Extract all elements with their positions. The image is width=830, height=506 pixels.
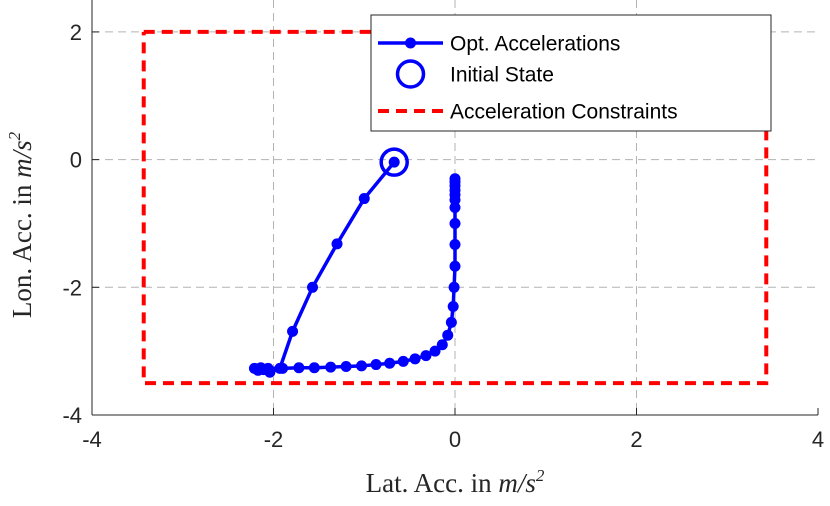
legend-label: Initial State xyxy=(450,64,554,87)
opt-accelerations-point xyxy=(262,362,274,374)
x-tick-label: -4 xyxy=(82,427,102,452)
tick-labels: -4 -2 0 2 4 -4 -2 0 2 xyxy=(62,20,824,452)
opt-accelerations-point xyxy=(277,362,289,374)
legend-entry-initial-state: Initial State xyxy=(395,59,554,89)
opt-accelerations-point xyxy=(308,362,320,374)
opt-accelerations-point xyxy=(397,355,409,367)
opt-accelerations-point xyxy=(449,239,461,251)
opt-accelerations-point xyxy=(409,353,421,365)
opt-accelerations-point xyxy=(449,260,461,272)
y-axis-label: Lon. Acc. in m/s2 xyxy=(5,131,37,318)
opt-accelerations-point xyxy=(449,202,461,213)
legend-label: Opt. Accelerations xyxy=(450,33,620,56)
opt-accelerations-point xyxy=(293,362,305,374)
opt-accelerations-point xyxy=(449,173,461,185)
opt-accelerations-point xyxy=(442,329,454,341)
x-tick-label: 0 xyxy=(449,427,461,452)
y-tick-label: -2 xyxy=(62,275,82,300)
initial-state-marker xyxy=(379,147,409,177)
opt-accelerations-line xyxy=(252,161,457,374)
y-tick-label: -4 xyxy=(62,403,82,428)
opt-accelerations-point xyxy=(331,238,343,250)
opt-accelerations-point xyxy=(384,357,396,369)
opt-accelerations-point xyxy=(448,281,460,293)
opt-accelerations-point xyxy=(340,360,352,372)
opt-accelerations-point xyxy=(388,156,400,168)
legend: Opt. Accelerations Initial State Acceler… xyxy=(370,14,772,132)
opt-accelerations-point xyxy=(429,345,441,357)
opt-accelerations-point xyxy=(436,339,448,351)
legend-label: Acceleration Constraints xyxy=(450,101,678,124)
opt-accelerations-point xyxy=(370,359,382,371)
opt-accelerations-point xyxy=(307,281,319,293)
opt-accelerations-point xyxy=(248,362,260,374)
opt-accelerations-point xyxy=(445,316,457,328)
x-tick-label: 2 xyxy=(630,427,642,452)
x-tick-label: 4 xyxy=(812,427,824,452)
opt-accelerations-point xyxy=(449,217,461,229)
legend-dot-marker xyxy=(405,37,416,49)
axes xyxy=(91,0,819,416)
opt-accelerations-point xyxy=(356,360,368,372)
legend-entry-acceleration-constraints: Acceleration Constraints xyxy=(378,101,678,124)
opt-accelerations-point xyxy=(325,361,337,373)
opt-accelerations-point xyxy=(358,193,370,205)
x-tick-label: -2 xyxy=(264,427,284,452)
opt-accelerations-point xyxy=(447,300,459,312)
x-axis-label: Lat. Acc. in m/s2 xyxy=(366,466,545,498)
opt-accelerations-point xyxy=(287,325,299,337)
y-tick-label: 0 xyxy=(70,148,82,173)
legend-entry-opt-accelerations: Opt. Accelerations xyxy=(378,33,620,56)
legend-circle-marker xyxy=(395,59,426,89)
y-tick-label: 2 xyxy=(70,20,82,45)
opt-accelerations-point xyxy=(420,350,432,362)
